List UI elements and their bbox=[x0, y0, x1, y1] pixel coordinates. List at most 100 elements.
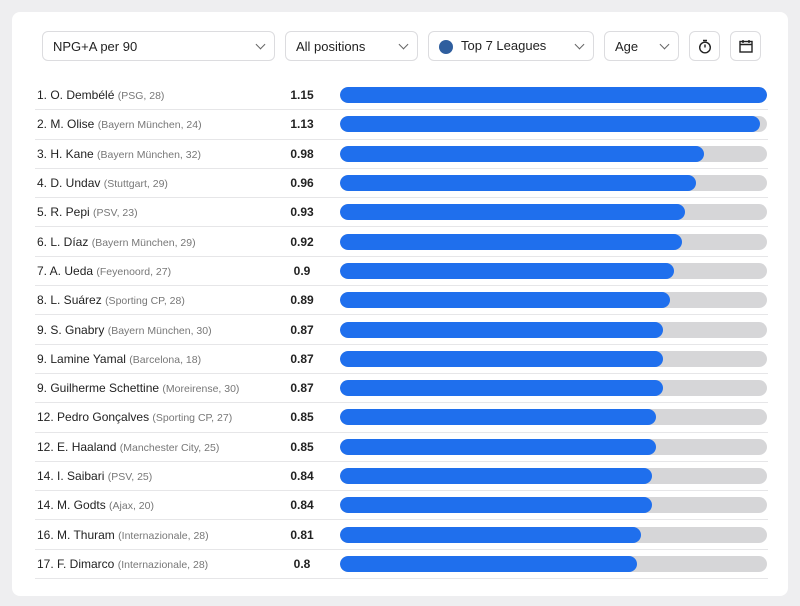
bar-fill bbox=[340, 438, 656, 455]
table-row: 6. L. Díaz (Bayern München, 29) 0.92 bbox=[35, 227, 768, 257]
player-value: 0.93 bbox=[290, 205, 314, 220]
bar-track bbox=[340, 116, 767, 133]
position-select[interactable]: All positions bbox=[285, 31, 418, 61]
player-name: 12. E. Haaland (Manchester City, 25) bbox=[37, 439, 220, 454]
table-row: 8. L. Suárez (Sporting CP, 28) 0.89 bbox=[35, 286, 768, 316]
metric-label: NPG+A per 90 bbox=[53, 38, 138, 54]
bar-fill bbox=[340, 497, 652, 514]
bar-track bbox=[340, 468, 767, 484]
player-value: 0.85 bbox=[290, 439, 314, 454]
table-row: 12. Pedro Gonçalves (Sporting CP, 27) 0.8… bbox=[35, 403, 768, 433]
player-club: (PSG, 28) bbox=[117, 90, 165, 103]
table-row: 14. I. Saibari (PSV, 25) 0.84 bbox=[35, 462, 768, 492]
player-name: 7. A. Ueda (Feyenoord, 27) bbox=[37, 263, 172, 278]
age-label: Age bbox=[615, 38, 639, 54]
timer-button[interactable] bbox=[689, 31, 720, 61]
bar-track bbox=[340, 497, 767, 514]
bar-fill bbox=[340, 555, 638, 572]
bar-fill bbox=[340, 526, 641, 543]
metric-select[interactable]: NPG+A per 90 bbox=[42, 31, 275, 61]
player-value: 1.13 bbox=[290, 117, 314, 132]
bar-fill bbox=[340, 233, 682, 250]
chevron-down-icon bbox=[398, 39, 409, 49]
player-value: 0.96 bbox=[290, 176, 314, 191]
player-value: 0.84 bbox=[290, 498, 314, 513]
player-value: 0.87 bbox=[290, 322, 314, 337]
table-row: 9. Guilherme Schettine (Moreirense, 30) 0… bbox=[35, 374, 768, 404]
player-club: (Barcelona, 18) bbox=[129, 353, 202, 366]
player-name: 2. M. Olise (Bayern München, 24) bbox=[37, 117, 202, 132]
bar-fill bbox=[340, 380, 664, 397]
player-name: 9. Lamine Yamal (Barcelona, 18) bbox=[37, 351, 202, 366]
bar-fill bbox=[340, 175, 697, 192]
player-name: 14. I. Saibari (PSV, 25) bbox=[37, 469, 153, 483]
table-row: 7. A. Ueda (Feyenoord, 27) 0.9 bbox=[35, 257, 768, 287]
table-row: 17. F. Dimarco (Internazionale, 28) 0.8 bbox=[35, 550, 768, 580]
player-value: 0.9 bbox=[293, 263, 311, 278]
chevron-down-icon bbox=[574, 39, 585, 49]
player-club: (PSV, 23) bbox=[93, 207, 138, 220]
player-value: 0.84 bbox=[290, 469, 314, 483]
league-label: Top 7 Leagues bbox=[461, 38, 547, 54]
player-name: 4. D. Undav (Stuttgart, 29) bbox=[37, 176, 168, 191]
bar-track bbox=[340, 409, 767, 426]
table-row: 1. O. Dembélé (PSG, 28) 1.15 bbox=[35, 81, 768, 111]
player-value: 0.89 bbox=[290, 293, 314, 308]
bar-fill bbox=[340, 116, 760, 133]
chevron-down-icon bbox=[659, 39, 670, 49]
bar-track bbox=[340, 380, 767, 397]
player-club: (Sporting CP, 28) bbox=[105, 295, 185, 308]
player-name: 9. Guilherme Schettine (Moreirense, 30) bbox=[37, 381, 240, 396]
player-club: (Bayern München, 24) bbox=[97, 119, 202, 132]
table-row: 12. E. Haaland (Manchester City, 25) 0.85 bbox=[35, 433, 768, 462]
player-club: (Bayern München, 30) bbox=[107, 324, 212, 337]
player-name: 9. S. Gnabry (Bayern München, 30) bbox=[37, 322, 212, 337]
player-name: 3. H. Kane (Bayern München, 32) bbox=[37, 146, 201, 161]
bar-fill bbox=[340, 262, 675, 279]
player-name: 17. F. Dimarco (Internazionale, 28) bbox=[37, 556, 209, 571]
age-select[interactable]: Age bbox=[604, 31, 679, 61]
table-row: 9. S. Gnabry (Bayern München, 30) 0.87 bbox=[35, 315, 768, 345]
player-club: (Moreirense, 30) bbox=[162, 383, 240, 396]
bar-track bbox=[340, 526, 767, 543]
player-value: 0.87 bbox=[290, 381, 314, 396]
table-row: 14. M. Godts (Ajax, 20) 0.84 bbox=[35, 491, 768, 521]
table-row: 5. R. Pepi (PSV, 23) 0.93 bbox=[35, 198, 768, 228]
bar-track bbox=[340, 233, 767, 250]
table-row: 3. H. Kane (Bayern München, 32) 0.98 bbox=[35, 140, 768, 169]
player-name: 1. O. Dembélé (PSG, 28) bbox=[37, 88, 165, 103]
stopwatch-icon bbox=[698, 39, 711, 54]
player-club: (Ajax, 20) bbox=[109, 500, 154, 513]
player-club: (PSV, 25) bbox=[107, 471, 153, 483]
league-select[interactable]: Top 7 Leagues bbox=[428, 31, 594, 61]
calendar-button[interactable] bbox=[730, 31, 761, 61]
table-row: 16. M. Thuram (Internazionale, 28) 0.81 bbox=[35, 520, 768, 550]
player-value: 0.87 bbox=[290, 351, 314, 366]
globe-icon bbox=[439, 39, 453, 54]
player-value: 0.92 bbox=[290, 234, 314, 249]
player-club: (Internazionale, 28) bbox=[117, 558, 209, 571]
table-row: 4. D. Undav (Stuttgart, 29) 0.96 bbox=[35, 169, 768, 199]
bar-fill bbox=[340, 409, 656, 426]
bar-track bbox=[340, 438, 767, 455]
bar-track bbox=[340, 555, 767, 572]
chevron-down-icon bbox=[255, 39, 266, 49]
player-value: 1.15 bbox=[290, 88, 314, 103]
player-name: 14. M. Godts (Ajax, 20) bbox=[37, 498, 154, 513]
filter-bar: NPG+A per 90 All positions Top 7 Leagues… bbox=[42, 31, 761, 61]
leaderboard-card: NPG+A per 90 All positions Top 7 Leagues… bbox=[12, 12, 788, 596]
bar-fill bbox=[340, 292, 671, 309]
bar-track bbox=[340, 262, 767, 279]
bar-track bbox=[340, 87, 767, 104]
player-name: 12. Pedro Gonçalves (Sporting CP, 27) bbox=[37, 410, 233, 425]
player-club: (Internazionale, 28) bbox=[118, 529, 209, 542]
player-value: 0.85 bbox=[290, 410, 314, 425]
player-club: (Feyenoord, 27) bbox=[96, 265, 172, 278]
bar-fill bbox=[340, 350, 664, 367]
bar-fill bbox=[340, 145, 704, 162]
player-name: 5. R. Pepi (PSV, 23) bbox=[37, 205, 138, 220]
table-row: 9. Lamine Yamal (Barcelona, 18) 0.87 bbox=[35, 345, 768, 374]
bar-fill bbox=[340, 87, 767, 104]
calendar-icon bbox=[738, 40, 753, 53]
bar-fill bbox=[340, 204, 686, 221]
